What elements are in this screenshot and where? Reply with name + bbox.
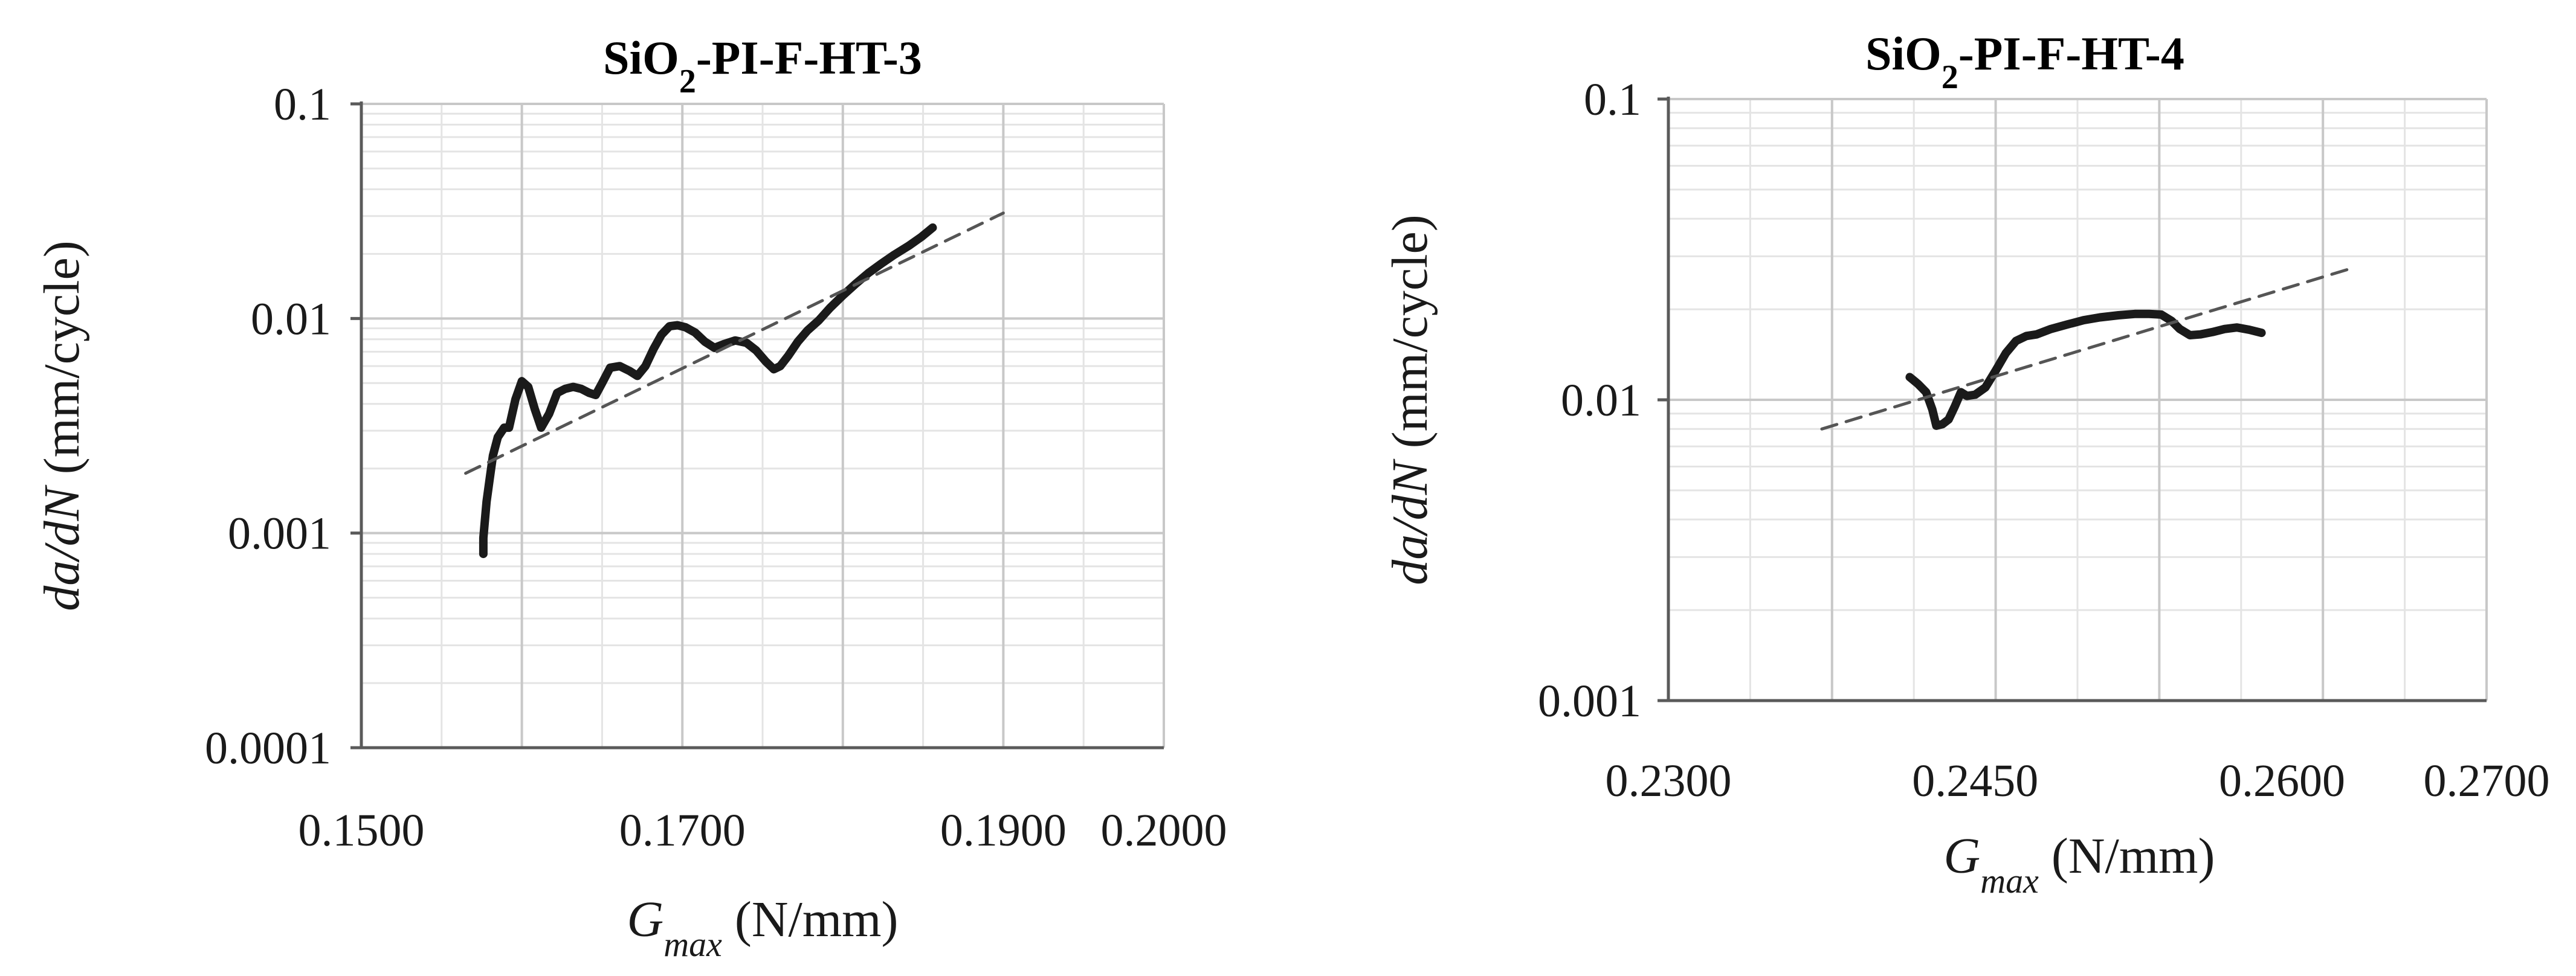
y-tick-label: 0.01 — [251, 294, 331, 344]
y-tick-label: 0.1 — [274, 79, 331, 130]
x-tick-label: 0.1900 — [940, 805, 1067, 856]
x-axis-label-symbol: G — [1944, 828, 1981, 884]
trend-line-dashed — [464, 211, 1005, 475]
y-axis-label-unit: (mm/cycle) — [34, 240, 90, 487]
chart-title-prefix: SiO — [1865, 27, 1942, 80]
y-tick-label: 0.01 — [1561, 375, 1641, 426]
x-tick-label: 0.2600 — [2219, 756, 2345, 806]
chart-title: SiO2-PI-F-HT-4 — [1865, 27, 2184, 96]
x-tick-label: 0.2000 — [1101, 805, 1227, 856]
data-series-line — [479, 223, 937, 559]
y-tick-label: 0.001 — [228, 509, 331, 559]
chart-panel-1: 0.0001 0.001 0.01 0.1 0.1500 0.1700 0.1900 0.20… — [34, 31, 1227, 964]
chart-title-suffix: -PI-F-HT-3 — [696, 31, 922, 84]
x-axis-label: Gmax (N/mm) — [627, 891, 899, 964]
x-axis-label-unit: (N/mm) — [2039, 828, 2215, 884]
chart-title-subscript: 2 — [1942, 59, 1958, 96]
x-axis-label-subscript: max — [663, 925, 722, 964]
x-axis-label-subscript: max — [1980, 861, 2039, 901]
gridlines — [1668, 98, 2487, 702]
x-axis-label-unit: (N/mm) — [722, 891, 899, 948]
x-axis-label: Gmax (N/mm) — [1944, 828, 2215, 901]
y-axis-label-unit: (mm/cycle) — [1382, 214, 1438, 461]
y-tick-label: 0.1 — [1584, 74, 1641, 125]
chart-title-subscript: 2 — [679, 63, 696, 100]
y-axis-label-symbol: da/dN — [34, 484, 90, 611]
x-tick-label: 0.2700 — [2424, 756, 2550, 806]
chart-svg-1: 0.0001 0.001 0.01 0.1 0.1500 0.1700 0.1900 0.20… — [34, 31, 1227, 964]
y-axis-label-symbol: da/dN — [1382, 458, 1438, 585]
x-tick-label: 0.2450 — [1912, 756, 2038, 806]
x-axis-label-symbol: G — [627, 891, 664, 948]
chart-title-suffix: -PI-F-HT-4 — [1958, 27, 2184, 80]
y-tick-label: 0.0001 — [205, 723, 331, 774]
chart-svg-2: 0.001 0.01 0.1 0.2300 0.2450 0.2600 0.2700 SiO2… — [1382, 27, 2550, 901]
chart-panel-2: 0.001 0.01 0.1 0.2300 0.2450 0.2600 0.2700 SiO2… — [1288, 0, 2576, 976]
y-axis-label: da/dN (mm/cycle) — [34, 240, 90, 611]
x-tick-label: 0.1700 — [619, 805, 746, 856]
data-series-line — [1905, 309, 2266, 430]
y-tick-label: 0.001 — [1538, 676, 1641, 727]
x-tick-label: 0.1500 — [299, 805, 425, 856]
x-tick-label: 0.2300 — [1606, 756, 1732, 806]
trend-line-dashed — [1820, 266, 2355, 431]
chart-title-prefix: SiO — [603, 31, 679, 84]
chart-title: SiO2-PI-F-HT-3 — [603, 31, 922, 100]
y-axis-label: da/dN (mm/cycle) — [1382, 214, 1438, 585]
